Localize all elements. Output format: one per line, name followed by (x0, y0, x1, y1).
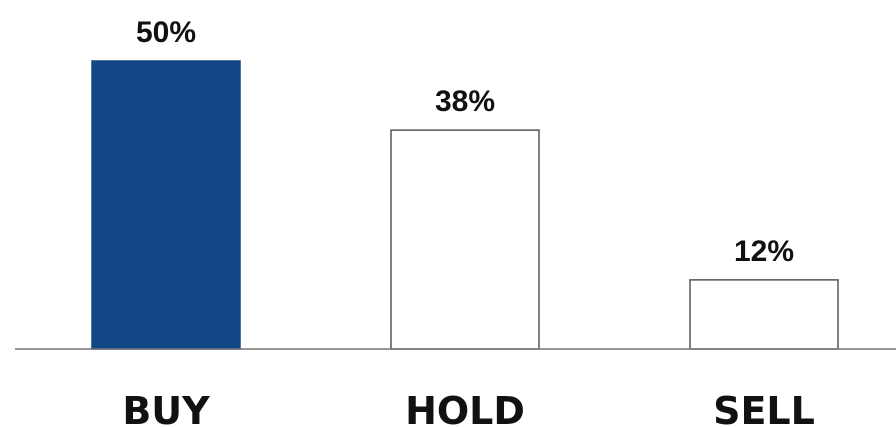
value-label-sell: 12% (734, 235, 794, 268)
bar-buy (91, 60, 241, 350)
labels-group: 50% BUY 38% HOLD 12% SELL (122, 16, 815, 427)
bars-group (91, 60, 839, 350)
category-label-sell: SELL (713, 389, 815, 427)
category-label-hold: HOLD (405, 389, 525, 427)
value-label-buy: 50% (136, 16, 196, 49)
value-label-hold: 38% (435, 85, 495, 118)
category-label-buy: BUY (122, 389, 210, 427)
bar-sell (689, 279, 839, 350)
bar-hold (390, 129, 540, 350)
